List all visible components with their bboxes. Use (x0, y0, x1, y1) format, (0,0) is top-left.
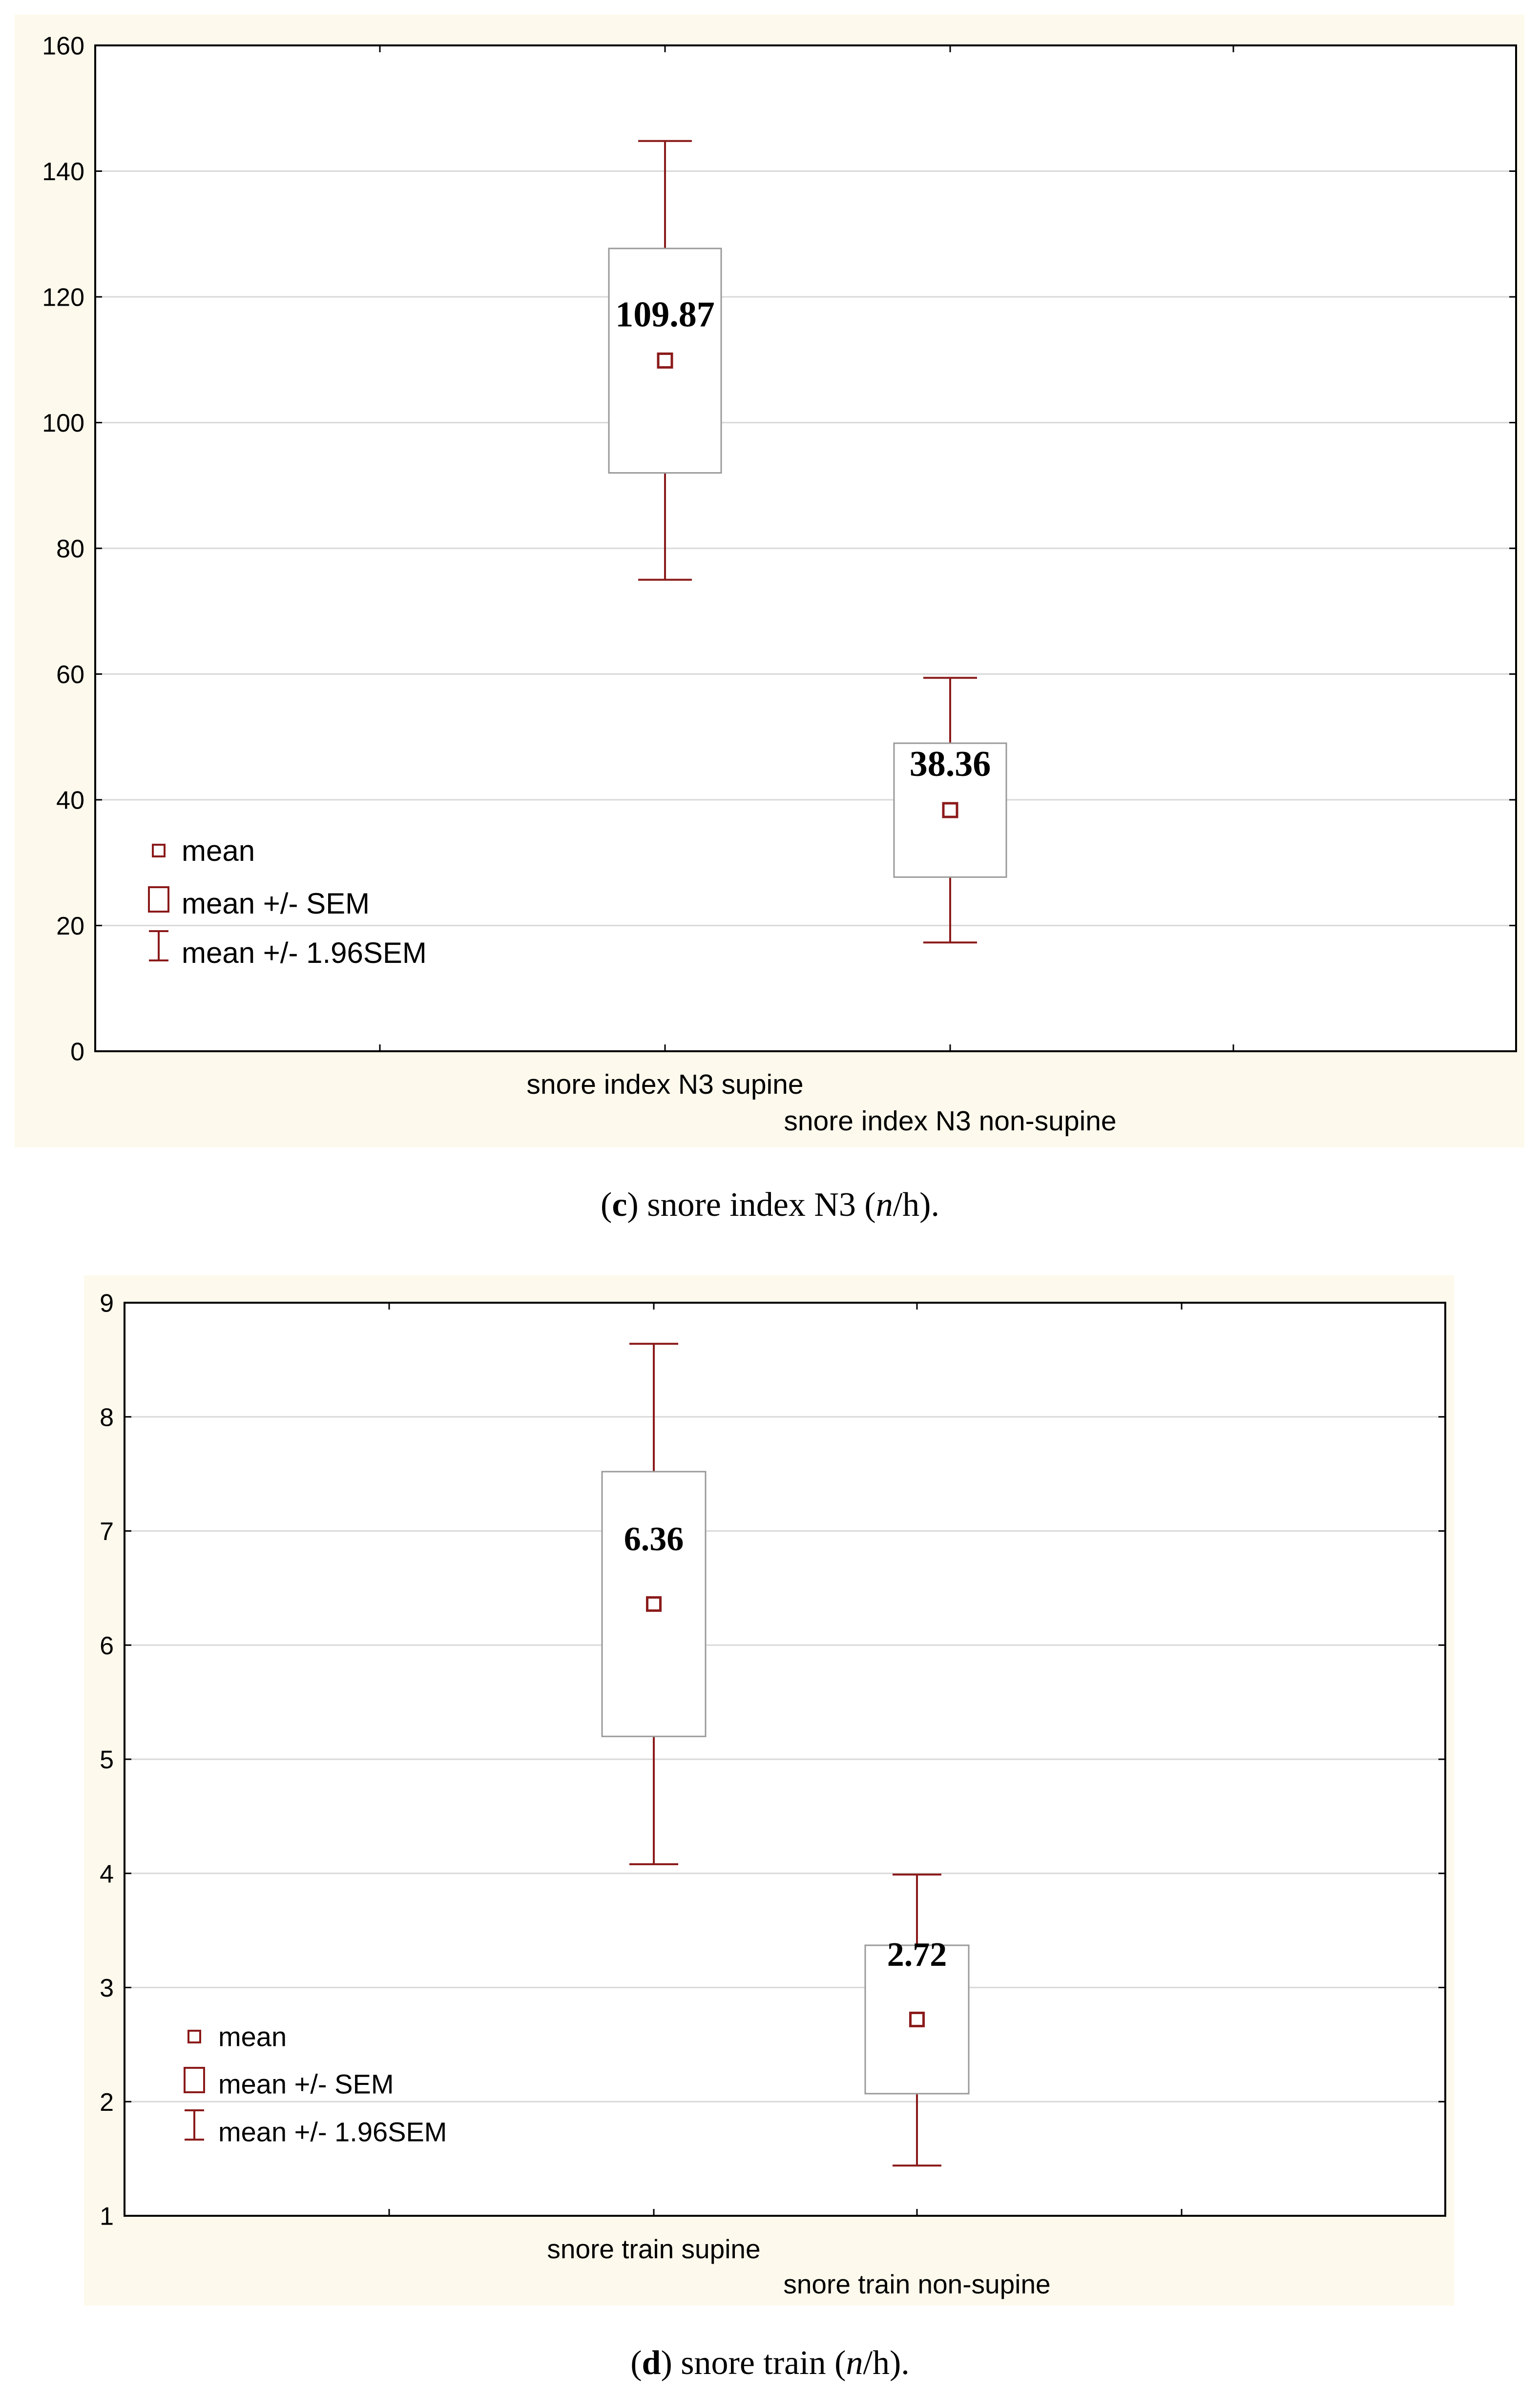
mean-marker (657, 352, 673, 369)
y-tick-label: 20 (56, 912, 84, 940)
caption-unit-rest: /h). (863, 2344, 910, 2382)
plot-frame (94, 44, 1517, 1052)
caption-text: ) snore train ( (661, 2344, 846, 2382)
y-tick-label: 1 (100, 2203, 114, 2231)
caption-unit-n: n (846, 2344, 863, 2382)
y-tick-label: 4 (100, 1860, 114, 1888)
legend-mean-icon (187, 2030, 201, 2043)
mean-value-label: 109.87 (615, 294, 715, 334)
figure-caption: (d) snore train (n/h). (630, 2344, 910, 2382)
y-tick-label: 120 (42, 284, 84, 312)
x-category-label: snore index N3 supine (526, 1069, 803, 1100)
x-category-label: snore train supine (547, 2234, 760, 2264)
y-tick-label: 60 (56, 661, 84, 689)
chart-c-svg: 0 20 40 60 80 100 120 140 160 109.87 38.36 snore in… (15, 15, 1524, 1224)
y-tick-label: 5 (100, 1746, 114, 1774)
mean-marker (909, 2011, 925, 2027)
y-tick-label: 9 (100, 1290, 114, 1318)
mean-marker (646, 1596, 662, 1612)
figure-caption: (c) snore index N3 (n/h). (601, 1186, 939, 1224)
legend-label-mean: mean (218, 2021, 287, 2052)
legend-label-sem: mean +/- SEM (182, 887, 370, 920)
y-tick-label: 100 (42, 409, 84, 437)
x-category-label: snore index N3 non-supine (784, 1105, 1116, 1137)
y-tick-label: 7 (100, 1518, 114, 1546)
plot-frame (124, 1302, 1446, 2217)
caption-paren: ( (601, 1186, 612, 1224)
mean-value-label: 2.72 (887, 1936, 947, 1974)
chart-panel-c: 0 20 40 60 80 100 120 140 160 109.87 38.36 snore in… (15, 15, 1524, 1224)
y-tick-label: 2 (100, 2088, 114, 2117)
caption-paren: ( (630, 2344, 642, 2382)
caption-letter: d (642, 2344, 661, 2382)
y-tick-label: 0 (70, 1038, 84, 1066)
caption-text: ) snore index N3 ( (627, 1186, 875, 1224)
caption-unit-rest: /h). (893, 1186, 939, 1224)
mean-value-label: 38.36 (910, 744, 991, 784)
legend-sem-icon (148, 886, 169, 913)
y-tick-label: 8 (100, 1403, 114, 1432)
sem-box (601, 1471, 707, 1737)
y-tick-label: 40 (56, 787, 84, 815)
y-tick-label: 6 (100, 1632, 114, 1660)
legend-mean-icon (152, 844, 166, 857)
legend: mean mean +/- SEM mean +/- 1.96SEM (184, 2021, 447, 2147)
mean-marker (942, 802, 958, 818)
legend-label-ci: mean +/- 1.96SEM (218, 2117, 447, 2147)
caption-letter: c (612, 1186, 627, 1224)
mean-value-label: 6.36 (624, 1520, 684, 1558)
caption-unit-n: n (876, 1186, 893, 1224)
legend-label-mean: mean (182, 834, 255, 867)
legend: mean mean +/- SEM mean +/- 1.96SEM (148, 834, 427, 969)
sem-box (893, 742, 1007, 878)
x-category-label: snore train non-supine (783, 2269, 1050, 2299)
y-tick-label: 140 (42, 158, 84, 186)
sem-box (864, 1944, 970, 2095)
y-tick-label: 80 (56, 535, 84, 563)
sem-box (608, 248, 722, 474)
legend-sem-icon (184, 2067, 205, 2093)
legend-label-sem: mean +/- SEM (218, 2069, 394, 2100)
y-tick-label: 160 (42, 32, 84, 61)
legend-label-ci: mean +/- 1.96SEM (182, 937, 427, 969)
y-tick-label: 3 (100, 1974, 114, 2002)
